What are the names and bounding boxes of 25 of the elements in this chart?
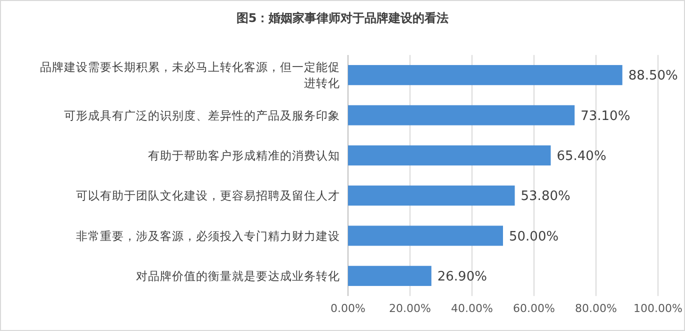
x-tick-label: 20.00% <box>389 302 431 315</box>
data-label: 73.10% <box>580 108 630 124</box>
y-tick-label: 对品牌价值的衡量就是要达成业务转化 <box>136 268 340 283</box>
chart-title: 图5：婚姻家事律师对于品牌建设的看法 <box>236 11 449 25</box>
data-label: 50.00% <box>509 229 559 244</box>
data-label: 88.50% <box>628 68 678 84</box>
bar <box>348 65 622 86</box>
y-tick-label: 品牌建设需要长期积累，未必马上转化客源，但一定能促进转化 <box>40 60 340 90</box>
y-tick-label: 有助于帮助客户形成精准的消费认知 <box>148 148 340 162</box>
bar <box>348 226 503 246</box>
bar <box>348 186 515 206</box>
data-label: 26.90% <box>437 269 487 284</box>
x-tick-label: 40.00% <box>451 302 493 315</box>
x-tick-label: 0.00% <box>330 302 366 315</box>
y-tick-label: 可以有助于团队文化建设，更容易招聘及留住人才 <box>76 188 340 203</box>
y-tick-label: 非常重要，涉及客源，必须投入专门精力财力建设 <box>76 228 340 243</box>
x-tick-label: 80.00% <box>575 302 617 315</box>
bar <box>348 105 575 126</box>
data-label: 53.80% <box>520 189 570 204</box>
x-tick-label: 100.00% <box>634 302 682 315</box>
y-tick-label: 可形成具有广泛的识别度、差异性的产品及服务印象 <box>64 108 340 122</box>
bar <box>348 145 551 166</box>
data-label: 65.40% <box>556 148 606 164</box>
bar <box>348 266 432 286</box>
x-tick-label: 60.00% <box>513 302 555 315</box>
